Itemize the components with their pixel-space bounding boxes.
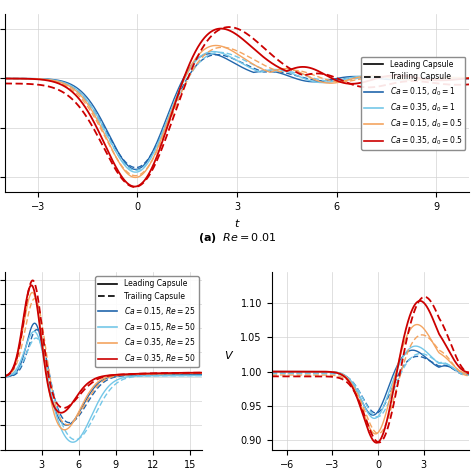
Y-axis label: $V$: $V$ <box>224 349 234 361</box>
Legend: Leading Capsule, Trailing Capsule, $Ca = 0.15,\, Re = 25$, $Ca = 0.15,\, Re = 50: Leading Capsule, Trailing Capsule, $Ca =… <box>95 276 199 367</box>
X-axis label: $t$: $t$ <box>234 218 240 229</box>
Legend: Leading Capsule, Trailing Capsule, $Ca = 0.15,\, d_0 = 1$, $Ca = 0.35,\, d_0 = 1: Leading Capsule, Trailing Capsule, $Ca =… <box>361 56 465 150</box>
Text: $\mathbf{(a)}$  $Re = 0.01$: $\mathbf{(a)}$ $Re = 0.01$ <box>198 231 276 246</box>
